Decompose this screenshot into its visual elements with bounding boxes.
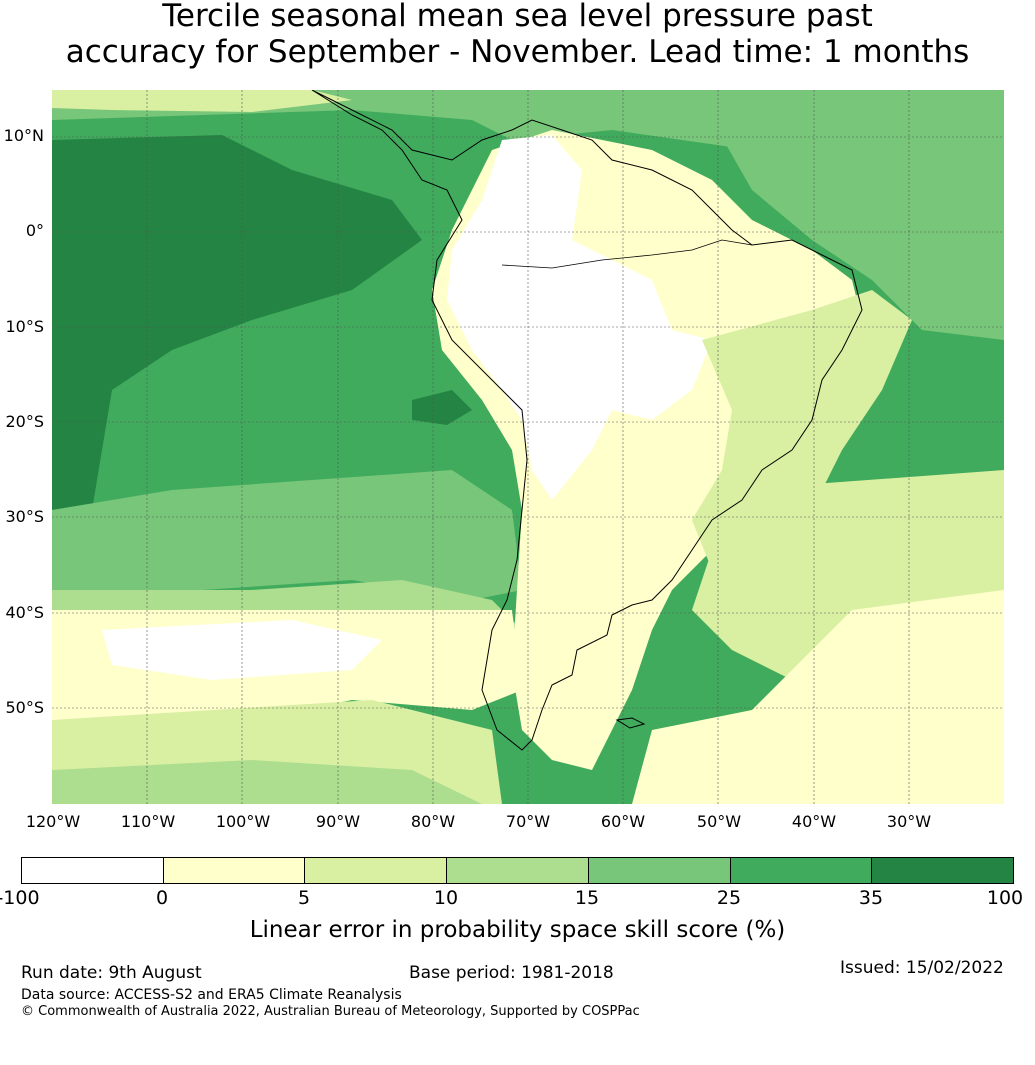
copyright-notice: © Commonwealth of Australia 2022, Austra… [21,1004,640,1019]
data-source: Data source: ACCESS-S2 and ERA5 Climate … [21,987,402,1003]
colorbar-segment [163,858,306,883]
colorbar-tick: 35 [858,887,884,909]
skill-region-south-pacific-mid [52,470,522,600]
run-date: Run date: 9th August [21,963,202,983]
lat-label-50s: 50°S [5,698,44,717]
colorbar-segment [730,858,873,883]
skill-region-pacific-dark-patch [412,390,472,425]
lon-label-100w: 100°W [215,812,271,831]
lon-label-120w: 120°W [25,812,81,831]
lat-label-0: 0° [25,221,44,240]
colorbar-segment [872,858,1014,883]
lat-label-10s: 10°S [5,317,44,336]
colorbar-tick: 25 [716,887,742,909]
lon-label-60w: 60°W [600,812,646,831]
skill-region-pacific-dark [52,135,422,520]
map-title-line-1: Tercile seasonal mean sea level pressure… [162,0,873,34]
skill-region-atlantic-east [712,110,1004,340]
lon-label-30w: 30°W [886,812,932,831]
colorbar-segment [22,858,164,883]
lon-label-40w: 40°W [791,812,837,831]
colorbar [21,857,1014,884]
colorbar-tick: 15 [574,887,600,909]
skill-region-atlantic-southeast [632,590,1004,804]
colorbar-tick: 100 [986,887,1024,909]
skill-region-caribbean-pale [52,90,352,112]
base-period: Base period: 1981-2018 [409,963,614,983]
lat-label-10n: 10°N [3,126,44,145]
skill-region-southern-ocean-band [52,760,482,804]
colorbar-tick: -100 [0,887,40,909]
lat-label-20s: 20°S [5,412,44,431]
coastline-islands-falklands [615,717,646,729]
colorbar-tick: 10 [433,887,459,909]
lat-label-30s: 30°S [5,507,44,526]
lon-label-80w: 80°W [410,812,456,831]
lat-label-40s: 40°S [5,603,44,622]
colorbar-segment [447,858,589,883]
lon-label-70w: 70°W [505,812,551,831]
gridlines [52,90,1004,804]
coastline-south-america [311,90,863,751]
coastline-amazon-river [501,239,753,269]
lon-label-90w: 90°W [315,812,361,831]
colorbar-segment [588,858,731,883]
colorbar-tick: 0 [155,887,169,909]
colorbar-tick: 5 [297,887,311,909]
skill-score-map [52,90,1004,804]
lon-label-110w: 110°W [120,812,176,831]
colorbar-segment [305,858,448,883]
issued-date: Issued: 15/02/2022 [840,958,1004,978]
colorbar-label: Linear error in probability space skill … [249,917,786,943]
skill-region-continent-white [447,135,712,500]
map-title-line-2: accuracy for September - November. Lead … [65,34,970,70]
lon-label-50w: 50°W [696,812,742,831]
